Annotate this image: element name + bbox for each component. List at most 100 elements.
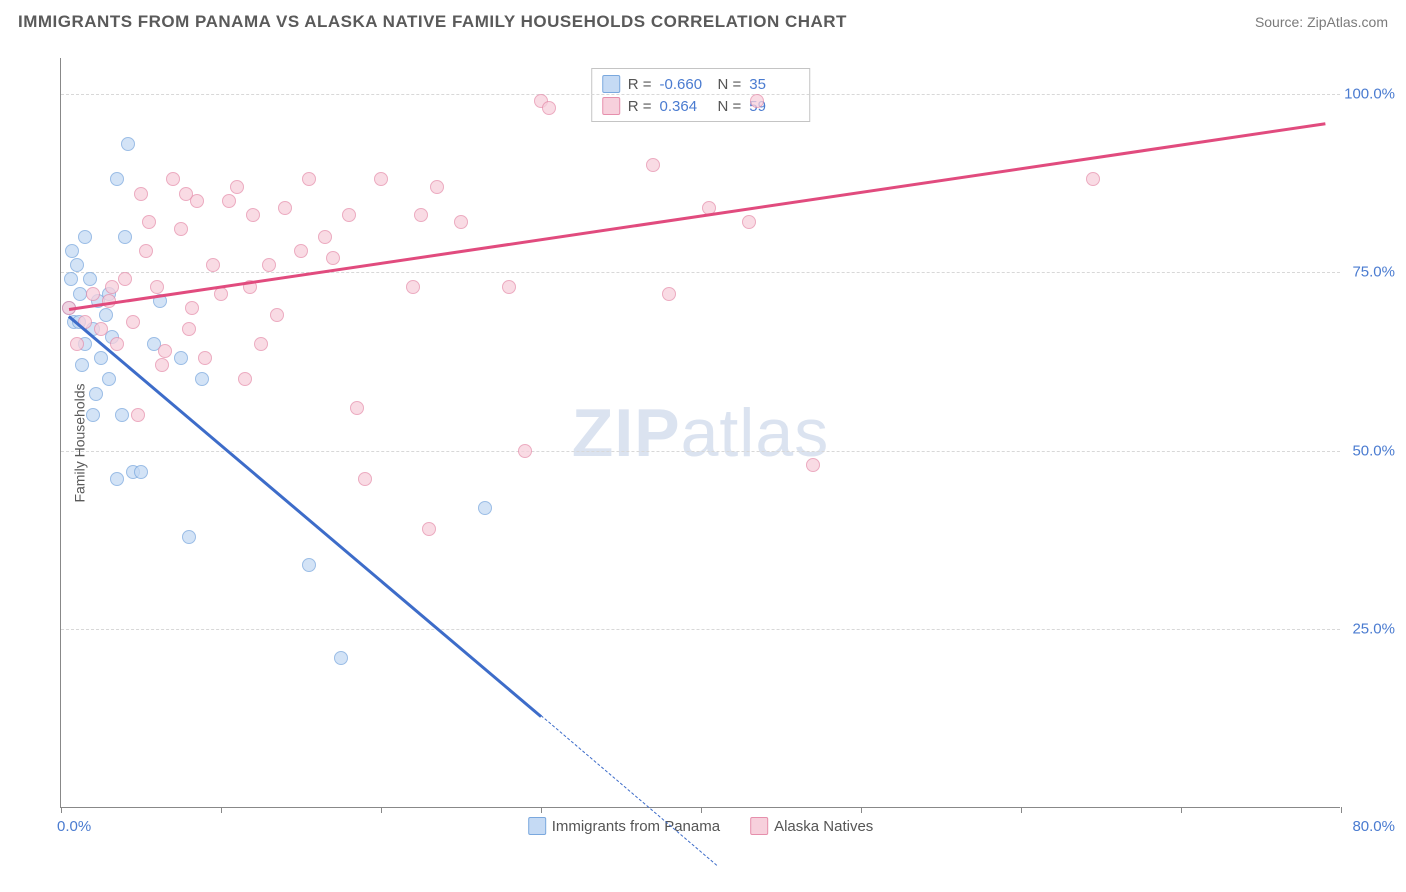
r-value-panama: -0.660 [660, 76, 710, 93]
data-point [406, 280, 420, 294]
data-point [182, 322, 196, 336]
x-tick [1341, 807, 1342, 813]
data-point [646, 158, 660, 172]
data-point [78, 230, 92, 244]
data-point [86, 408, 100, 422]
data-point [134, 465, 148, 479]
x-tick [541, 807, 542, 813]
data-point [158, 344, 172, 358]
series-legend: Immigrants from Panama Alaska Natives [528, 817, 874, 835]
legend-swatch-alaska [750, 817, 768, 835]
gridline [61, 451, 1340, 452]
data-point [518, 444, 532, 458]
data-point [115, 408, 129, 422]
legend-item-alaska: Alaska Natives [750, 817, 873, 835]
data-point [110, 337, 124, 351]
data-point [70, 258, 84, 272]
x-tick [1181, 807, 1182, 813]
data-point [75, 358, 89, 372]
data-point [262, 258, 276, 272]
watermark: ZIPatlas [572, 394, 829, 472]
data-point [270, 308, 284, 322]
data-point [326, 251, 340, 265]
data-point [302, 172, 316, 186]
watermark-bold: ZIP [572, 395, 681, 471]
x-tick [701, 807, 702, 813]
gridline [61, 94, 1340, 95]
data-point [64, 272, 78, 286]
y-tick-label: 25.0% [1352, 621, 1395, 638]
data-point [454, 215, 468, 229]
x-tick [381, 807, 382, 813]
data-point [174, 351, 188, 365]
data-point [150, 280, 164, 294]
data-point [99, 308, 113, 322]
data-point [131, 408, 145, 422]
legend-item-panama: Immigrants from Panama [528, 817, 720, 835]
data-point [214, 287, 228, 301]
data-point [318, 230, 332, 244]
data-point [350, 401, 364, 415]
data-point [662, 287, 676, 301]
data-point [222, 194, 236, 208]
data-point [414, 208, 428, 222]
x-axis-max-label: 80.0% [1352, 818, 1395, 835]
x-tick [1021, 807, 1022, 813]
correlation-legend: R = -0.660 N = 35 R = 0.364 N = 59 [591, 68, 811, 122]
data-point [294, 244, 308, 258]
swatch-panama [602, 75, 620, 93]
data-point [238, 372, 252, 386]
swatch-alaska [602, 97, 620, 115]
data-point [358, 472, 372, 486]
chart-header: IMMIGRANTS FROM PANAMA VS ALASKA NATIVE … [0, 0, 1406, 38]
watermark-light: atlas [681, 395, 830, 471]
data-point [105, 280, 119, 294]
x-axis-min-label: 0.0% [57, 818, 91, 835]
legend-row-alaska: R = 0.364 N = 59 [602, 95, 800, 117]
data-point [83, 272, 97, 286]
y-tick-label: 75.0% [1352, 264, 1395, 281]
data-point [121, 137, 135, 151]
data-point [126, 315, 140, 329]
trend-line-extrapolated [541, 715, 718, 866]
data-point [198, 351, 212, 365]
x-tick [861, 807, 862, 813]
gridline [61, 272, 1340, 273]
data-point [110, 172, 124, 186]
data-point [1086, 172, 1100, 186]
data-point [302, 558, 316, 572]
data-point [134, 187, 148, 201]
trend-line [68, 315, 542, 717]
data-point [110, 472, 124, 486]
data-point [742, 215, 756, 229]
data-point [750, 94, 764, 108]
y-tick-label: 50.0% [1352, 442, 1395, 459]
data-point [118, 230, 132, 244]
data-point [342, 208, 356, 222]
data-point [70, 337, 84, 351]
plot-region: ZIPatlas R = -0.660 N = 35 R = 0.364 N =… [60, 58, 1340, 808]
gridline [61, 629, 1340, 630]
data-point [806, 458, 820, 472]
data-point [118, 272, 132, 286]
data-point [86, 287, 100, 301]
data-point [422, 522, 436, 536]
data-point [246, 208, 260, 222]
data-point [334, 651, 348, 665]
chart-area: Family Households ZIPatlas R = -0.660 N … [50, 48, 1390, 838]
data-point [502, 280, 516, 294]
data-point [206, 258, 220, 272]
legend-label-panama: Immigrants from Panama [552, 818, 720, 835]
data-point [230, 180, 244, 194]
data-point [182, 530, 196, 544]
legend-label-alaska: Alaska Natives [774, 818, 873, 835]
chart-title: IMMIGRANTS FROM PANAMA VS ALASKA NATIVE … [18, 12, 847, 32]
data-point [94, 322, 108, 336]
data-point [65, 244, 79, 258]
legend-row-panama: R = -0.660 N = 35 [602, 73, 800, 95]
r-value-alaska: 0.364 [660, 98, 710, 115]
data-point [166, 172, 180, 186]
data-point [195, 372, 209, 386]
x-tick [221, 807, 222, 813]
data-point [174, 222, 188, 236]
